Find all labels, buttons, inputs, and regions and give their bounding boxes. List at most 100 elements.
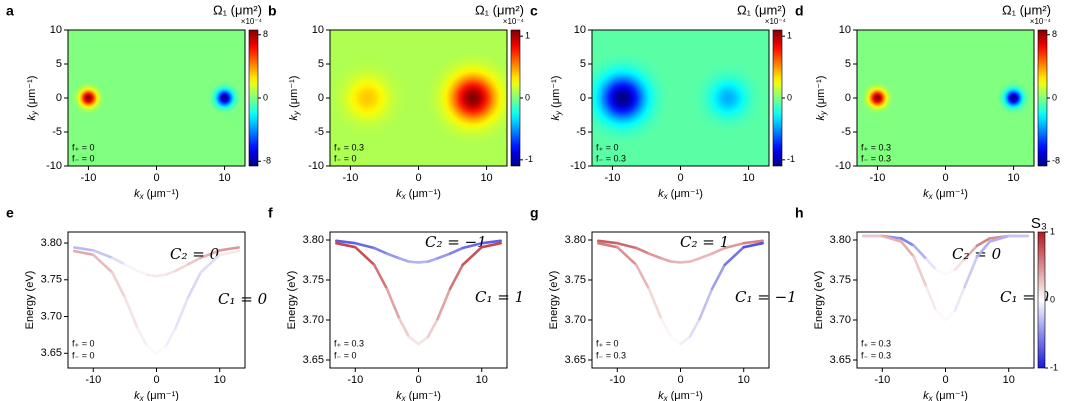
colorbar-tick-label: 0	[525, 92, 530, 102]
band-segment	[436, 287, 452, 321]
colorbar-tick-label: 0	[1052, 92, 1057, 102]
band-segment	[597, 241, 619, 249]
y-tick-label: 3.65	[830, 354, 851, 366]
y-tick-label: 5	[56, 58, 62, 70]
colorbar	[1037, 231, 1046, 369]
heatmap	[857, 30, 1034, 166]
y-tick-label: 5	[318, 58, 324, 70]
band-segment	[597, 239, 619, 245]
band-label: C₁ = 0	[218, 290, 268, 308]
annotation: f₊ = 0.3	[861, 338, 891, 348]
x-tick-label: 0	[677, 172, 683, 184]
curvature-peak	[72, 81, 105, 115]
band-segment	[660, 257, 673, 263]
heatmap	[68, 30, 245, 166]
band-segment	[199, 249, 222, 260]
band-segment	[407, 335, 420, 346]
colorbar-tick-label: 0	[263, 92, 268, 102]
y-tick-label: -5	[52, 126, 62, 138]
band-label: C₂ = 1	[680, 233, 729, 251]
x-tick-label: 0	[153, 172, 159, 184]
band-segment	[385, 287, 401, 321]
curvature-peak	[997, 81, 1030, 115]
band-segment	[480, 241, 502, 249]
colorbar-tick-label: 8	[1052, 29, 1057, 39]
y-tick-label: 3.65	[565, 354, 586, 366]
curvature-peak	[330, 57, 409, 139]
y-tick-label: 3.65	[303, 354, 324, 366]
band-segment	[353, 245, 376, 267]
band-segment	[136, 327, 149, 348]
x-tick-label: 0	[942, 172, 948, 184]
band-segment	[73, 246, 95, 252]
x-tick-label: 10	[1007, 172, 1019, 184]
colorbar-scale: ×10⁻⁴	[241, 17, 263, 26]
y-tick-label: 0	[318, 92, 324, 104]
colorbar-title: Ω₁ (μm²)	[475, 2, 524, 17]
colorbar	[772, 29, 783, 167]
y-tick-label: 5	[845, 58, 851, 70]
band-label: C₂ = 0	[952, 245, 1002, 263]
x-tick-label: 0	[677, 374, 683, 386]
x-tick-label: -10	[342, 172, 358, 184]
colorbar-tick-label: -1	[1050, 362, 1058, 372]
colorbar-title: S₃	[1031, 215, 1047, 232]
band-segment	[417, 260, 430, 264]
annotation: f₋ = 0	[72, 350, 95, 360]
y-tick-label: -10	[308, 160, 324, 172]
colorbar-tick-label: 1	[1050, 226, 1055, 236]
band-segment	[426, 317, 439, 339]
band-segment	[688, 317, 701, 339]
band-segment	[669, 335, 682, 346]
colorbar-scale: ×10⁻⁴	[503, 17, 525, 26]
curvature-peak	[428, 53, 507, 143]
band-segment	[91, 253, 114, 274]
x-tick-label: 0	[153, 374, 159, 386]
x-tick-label: -10	[80, 172, 96, 184]
x-tick-label: -10	[85, 374, 101, 386]
y-tick-label: 3.80	[303, 234, 324, 246]
x-tick-label: 0	[942, 374, 948, 386]
x-tick-label: 10	[742, 172, 754, 184]
band-segment	[944, 268, 957, 276]
annotation: f₋ = 0.3	[861, 350, 891, 360]
annotation: f₊ = 0.3	[334, 338, 364, 348]
band-segment	[448, 263, 465, 291]
band-segment	[679, 260, 692, 264]
band-segment	[899, 240, 916, 259]
annotation: f₊ = 0	[72, 338, 95, 348]
band-segment	[164, 269, 177, 276]
band-segment	[174, 263, 190, 273]
band-label: C₁ = 1	[475, 288, 524, 306]
y-axis-label: ky (μm⁻¹)	[550, 76, 563, 121]
band-segment	[647, 252, 663, 260]
band-segment	[353, 241, 376, 250]
y-tick-label: 3.75	[41, 274, 62, 286]
x-tick-label: -10	[609, 374, 625, 386]
y-axis-label: ky (μm⁻¹)	[815, 76, 828, 121]
x-axis-label: kx (μm⁻¹)	[658, 188, 703, 201]
y-tick-label: -10	[835, 160, 851, 172]
x-axis-label: kx (μm⁻¹)	[396, 188, 441, 201]
colorbar-tick-label: -1	[787, 154, 795, 164]
panel-label: g	[530, 205, 539, 221]
x-axis-label: kx (μm⁻¹)	[923, 390, 968, 401]
x-tick-label: 10	[480, 172, 492, 184]
band-segment	[934, 309, 947, 322]
band-segment	[218, 246, 240, 252]
curvature-peak	[208, 81, 241, 115]
x-axis-label: kx (μm⁻¹)	[134, 390, 179, 401]
annotation: f₊ = 0	[596, 338, 619, 348]
panel-label: h	[795, 205, 804, 221]
band-segment	[925, 257, 938, 271]
colorbar-scale: ×10⁻⁴	[1030, 17, 1052, 26]
band-segment	[615, 241, 638, 250]
x-tick-label: 10	[218, 172, 230, 184]
band-segment	[123, 296, 139, 330]
band-segment	[145, 344, 158, 355]
annotation: f₋ = 0	[334, 153, 357, 163]
band-segment	[975, 237, 992, 247]
colorbar-tick-label: 8	[263, 29, 268, 39]
band-segment	[164, 327, 177, 348]
annotation: f₋ = 0	[334, 350, 357, 360]
